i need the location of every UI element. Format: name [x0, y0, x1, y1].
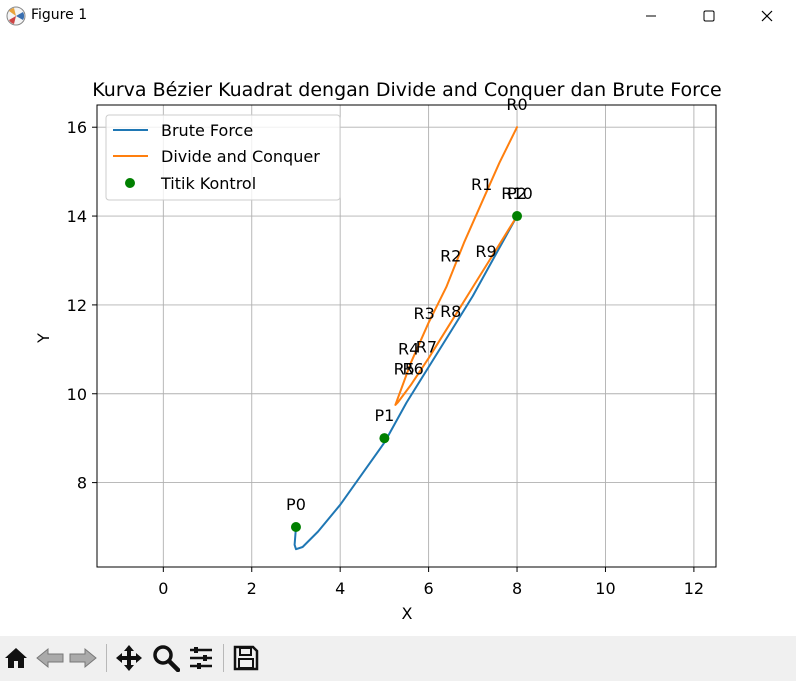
legend: Brute Force Divide and Conquer Titik Kon…	[105, 114, 341, 201]
minimize-icon	[646, 15, 656, 17]
legend-swatch-control-points	[125, 178, 135, 188]
x-axis-label: X	[402, 604, 413, 623]
configure-subplots-button[interactable]	[185, 642, 217, 674]
matplotlib-icon	[6, 6, 26, 26]
annotation-label: R8	[440, 302, 461, 321]
brute-force-line	[293, 215, 518, 551]
control-point	[379, 433, 390, 444]
x-tick-label: 2	[247, 579, 257, 598]
legend-frame	[105, 114, 341, 201]
annotation-label: R10	[501, 184, 532, 203]
y-tick-label: 10	[67, 385, 87, 404]
zoom-icon	[153, 645, 180, 672]
x-tick-label: 6	[424, 579, 434, 598]
axes-frame	[96, 104, 717, 568]
y-tick-label: 16	[67, 118, 87, 137]
annotation-label: R5	[394, 360, 415, 379]
navigation-toolbar	[0, 636, 796, 681]
grid	[97, 105, 716, 567]
window-title: Figure 1	[31, 7, 88, 23]
forward-button[interactable]	[67, 642, 99, 674]
window-titlebar: Figure 1	[0, 0, 796, 32]
maximize-icon	[703, 10, 715, 22]
x-tick-label: 0	[158, 579, 168, 598]
x-tick-label: 10	[595, 579, 615, 598]
series	[293, 126, 518, 551]
pan-icon	[116, 645, 142, 671]
annotation-label: R1	[471, 175, 492, 194]
figure-canvas[interactable]: 0 2 4 6 8 10 12 8 10 12 14 16 P0 P1 P2 R10 R0 R1 R2 R3 R4 R5…	[0, 32, 796, 636]
ticks: 0 2 4 6 8 10 12 8 10 12 14 16	[67, 118, 704, 598]
annotation-label: R6	[402, 360, 423, 379]
minimize-button[interactable]	[622, 0, 680, 32]
x-tick-label: 8	[512, 579, 522, 598]
home-icon	[5, 648, 27, 668]
y-tick-label: 14	[67, 207, 87, 226]
close-icon	[761, 10, 773, 22]
y-tick-label: 12	[67, 296, 87, 315]
back-button[interactable]	[34, 642, 66, 674]
configure-subplots-icon	[190, 647, 212, 669]
back-icon	[36, 647, 64, 669]
x-tick-label: 12	[684, 579, 704, 598]
control-points	[290, 211, 523, 533]
annotation-label: R4	[398, 340, 419, 359]
annotation-label: R2	[440, 246, 461, 265]
annotation-label: R3	[414, 304, 435, 323]
toolbar-separator	[223, 644, 224, 672]
annotation-label: P0	[286, 495, 306, 514]
y-tick-label: 8	[77, 474, 87, 493]
divide-conquer-line	[394, 126, 518, 406]
save-icon	[233, 645, 259, 671]
chart-title: Kurva Bézier Kuadrat dengan Divide and C…	[92, 79, 721, 101]
annotation-label: P1	[374, 406, 394, 425]
toolbar-separator	[106, 644, 107, 672]
x-tick-label: 4	[335, 579, 345, 598]
control-point	[290, 522, 301, 533]
annotation-label: R9	[475, 242, 496, 261]
pan-button[interactable]	[113, 642, 145, 674]
maximize-button[interactable]	[680, 0, 738, 32]
home-button[interactable]	[0, 642, 32, 674]
legend-label-control-points: Titik Kontrol	[160, 174, 256, 193]
save-button[interactable]	[230, 642, 262, 674]
forward-icon	[69, 647, 97, 669]
annotation-label: R7	[416, 337, 437, 356]
y-axis-label: Y	[34, 333, 53, 344]
zoom-button[interactable]	[150, 642, 182, 674]
close-button[interactable]	[738, 0, 796, 32]
legend-label-brute-force: Brute Force	[161, 121, 253, 140]
annotation-label: P2	[507, 184, 527, 203]
control-point	[512, 211, 523, 222]
legend-label-divide-conquer: Divide and Conquer	[161, 147, 320, 166]
annotation-label: R0	[506, 95, 527, 114]
